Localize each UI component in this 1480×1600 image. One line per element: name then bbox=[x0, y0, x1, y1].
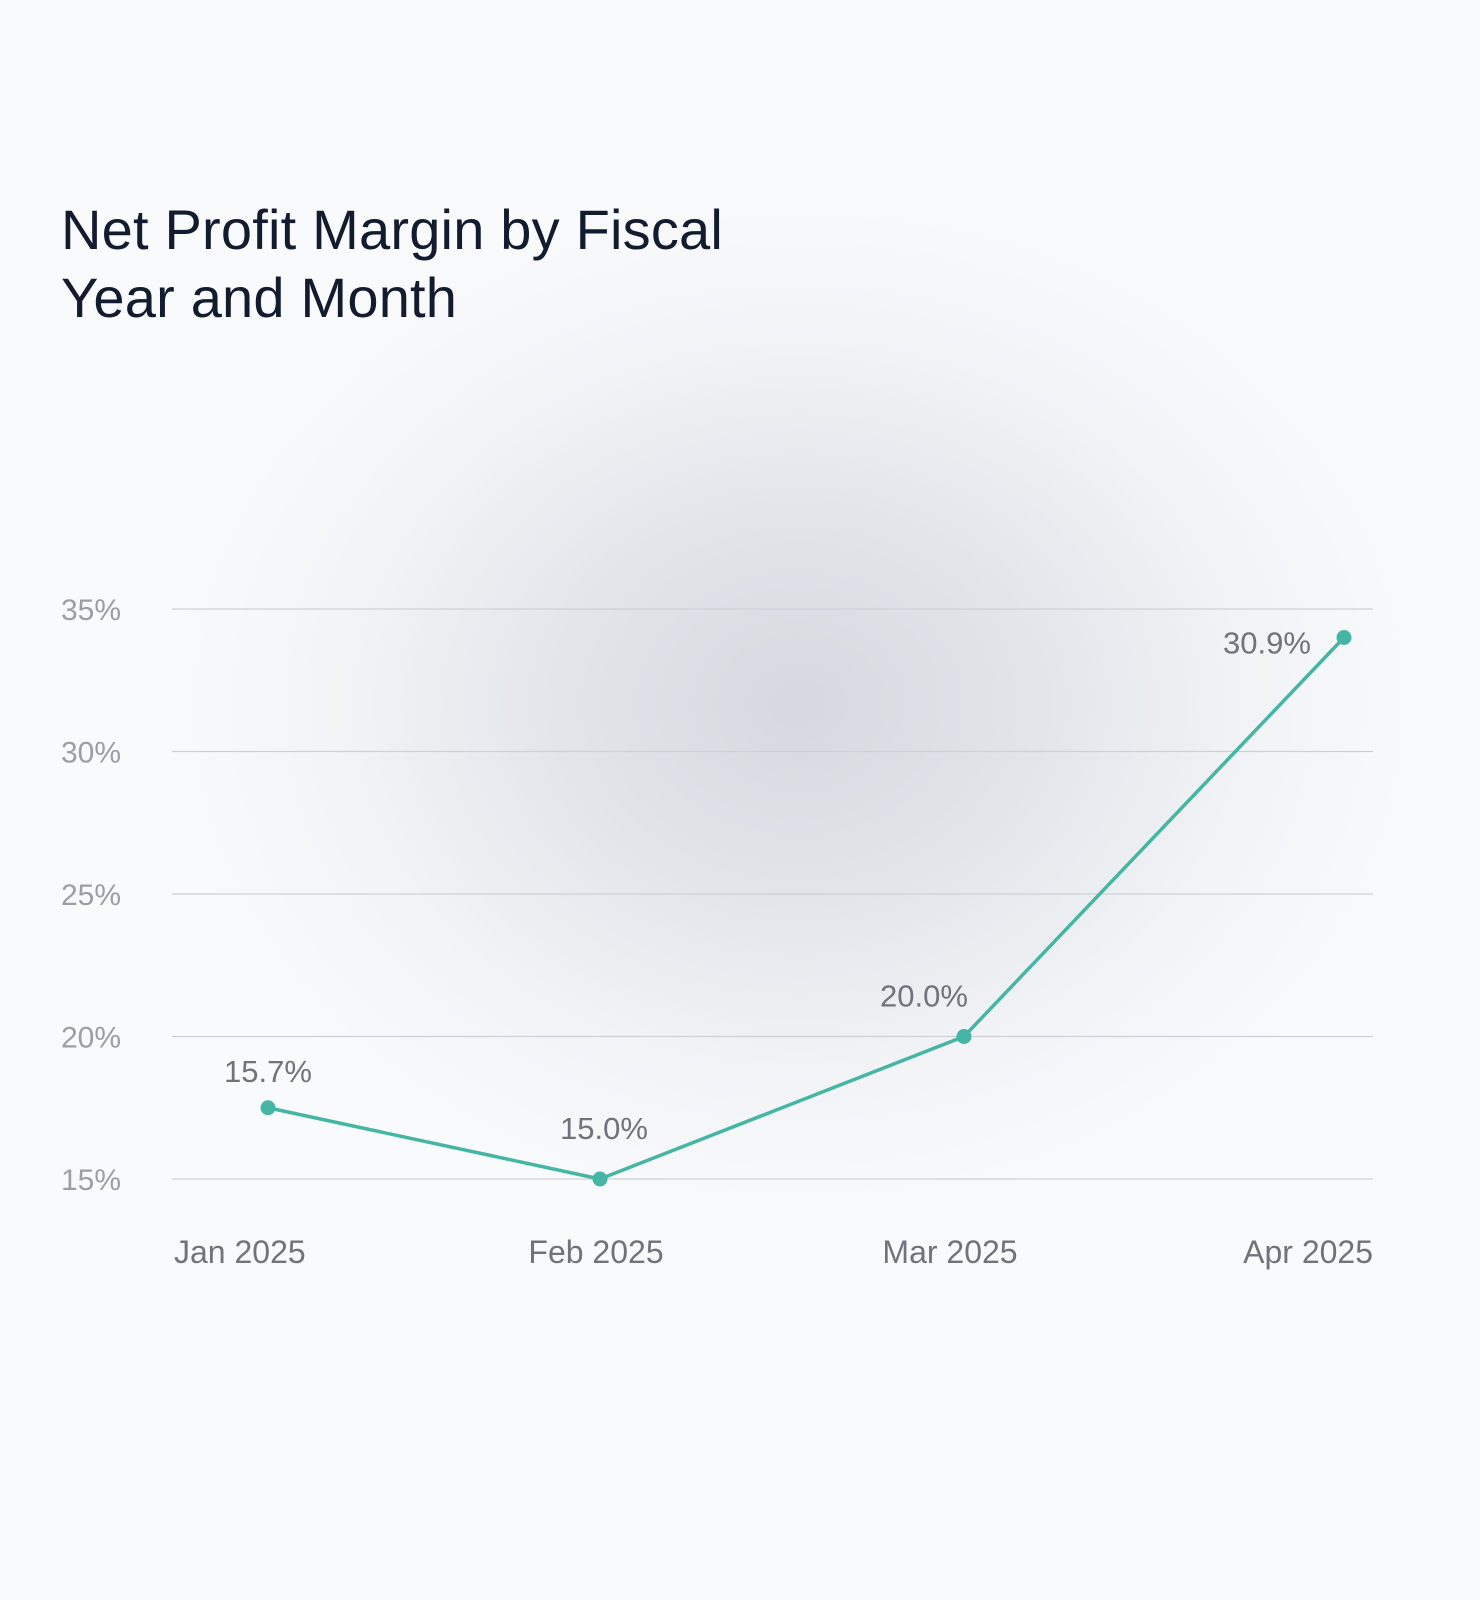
data-point-2 bbox=[592, 1171, 608, 1187]
y-tick-label-25: 25% bbox=[61, 879, 121, 912]
series-net-profit-margin bbox=[266, 635, 1346, 1181]
data-point-3 bbox=[956, 1029, 972, 1044]
y-tick-label-30: 30% bbox=[61, 737, 121, 770]
x-axis-tick-labels: Jan 2025 Feb 2025 Mar 2025 Apr 2025 bbox=[174, 1234, 1373, 1270]
chart-title: Net Profit Margin by Fiscal Year and Mon… bbox=[61, 198, 724, 329]
data-point-1 bbox=[260, 1100, 276, 1116]
x-tick-label-4: Apr 2025 bbox=[1243, 1234, 1373, 1270]
x-tick-label-3: Mar 2025 bbox=[882, 1234, 1017, 1270]
data-point-4 bbox=[1336, 630, 1352, 645]
y-tick-label-35: 35% bbox=[61, 594, 121, 627]
data-labels: 15.7% 15.0% 20.0% 30.9% bbox=[224, 626, 1311, 1147]
x-tick-label-1: Jan 2025 bbox=[174, 1234, 306, 1270]
series-line bbox=[266, 635, 1346, 1181]
x-tick-label-2: Feb 2025 bbox=[528, 1234, 663, 1270]
y-tick-label-15: 15% bbox=[61, 1164, 121, 1197]
data-points bbox=[260, 630, 1352, 1187]
data-label-1: 15.7% bbox=[224, 1054, 312, 1089]
y-axis-tick-labels: 15% 20% 25% 30% 35% bbox=[61, 594, 121, 1197]
data-label-4: 30.9% bbox=[1223, 626, 1311, 661]
data-label-2: 15.0% bbox=[560, 1111, 648, 1146]
y-tick-label-20: 20% bbox=[61, 1022, 121, 1055]
gridlines bbox=[172, 608, 1373, 1180]
data-label-3: 20.0% bbox=[880, 979, 968, 1014]
